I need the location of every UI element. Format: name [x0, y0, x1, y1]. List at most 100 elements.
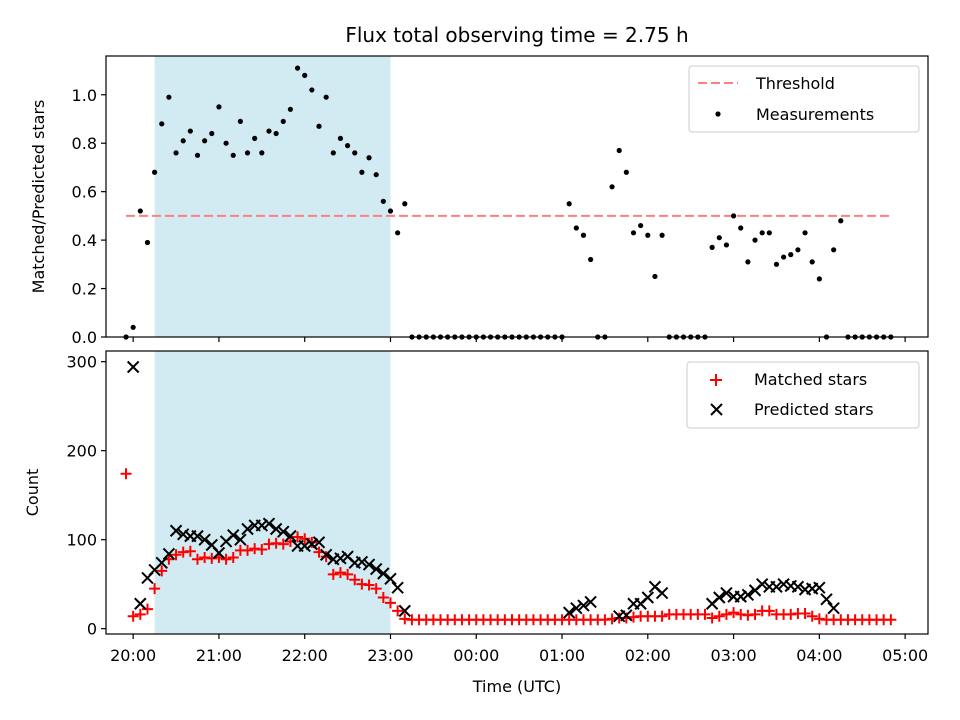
measurement-point [652, 273, 658, 280]
predicted-star-point [362, 558, 376, 571]
predicted-star-point [305, 537, 319, 551]
measurement-point [216, 104, 222, 110]
measurement-point [566, 201, 572, 207]
bottom-legend: Matched stars Predicted stars [686, 361, 920, 429]
measurement-point [387, 208, 394, 214]
measurement-point [802, 230, 808, 236]
measurement-point [166, 94, 172, 100]
predicted-star-point [334, 552, 347, 565]
matched-star-point [377, 592, 389, 604]
x-tick-label: 05:00 [882, 646, 928, 665]
y-tick-label: 0 [87, 620, 97, 639]
predicted-star-point [369, 562, 383, 576]
predicted-star-point [134, 597, 147, 610]
predicted-star-point [791, 580, 805, 594]
matched-star-point [699, 608, 711, 620]
measurement-point [395, 230, 401, 236]
x-tick-label: 22:00 [282, 646, 328, 665]
predicted-star-point [641, 591, 655, 604]
top-y-ticks: 0.0 0.2 0.4 0.6 0.8 1.0 [72, 86, 106, 347]
measurement-point [580, 232, 587, 238]
predicted-star-point [741, 588, 755, 602]
measurement-point [273, 130, 279, 137]
matched-star-point [184, 545, 196, 557]
measurement-point [223, 140, 229, 146]
predicted-star-point [155, 556, 168, 570]
matched-star-point [885, 614, 897, 626]
matched-star-point [728, 607, 740, 619]
predicted-star-point [191, 529, 204, 543]
measurement-point [773, 261, 780, 267]
measurement-point [623, 169, 629, 175]
predicted-star-point [734, 590, 747, 603]
measurement-point [202, 138, 208, 144]
measurement-point [795, 247, 801, 253]
measurement-point [630, 230, 637, 236]
predicted-star-point [770, 580, 783, 594]
bottom-y-axis-label: Count [23, 469, 42, 517]
measurement-point [316, 123, 322, 129]
matched-star-point [392, 605, 404, 617]
matched-star-point [656, 610, 668, 622]
top-legend: Threshold Measurements [688, 65, 920, 133]
matched-star-point [349, 574, 361, 586]
predicted-star-point [655, 586, 669, 600]
measurement-point [159, 121, 165, 127]
legend-threshold-label: Threshold [755, 74, 835, 93]
y-tick-label: 100 [66, 531, 97, 550]
predicted-star-point [570, 601, 583, 615]
matched-star-point [170, 549, 182, 561]
measurement-point [380, 198, 386, 204]
top-x-ticks [132, 337, 906, 342]
measurement-point [609, 184, 615, 190]
measurement-point [266, 128, 272, 134]
measurement-point [252, 135, 258, 141]
matched-star-point [292, 531, 304, 543]
measurement-point [809, 259, 815, 265]
x-tick-label: 21:00 [196, 646, 242, 665]
legend-predicted-label: Predicted stars [754, 400, 874, 419]
measurement-point [659, 232, 665, 238]
measurement-point [130, 324, 136, 330]
measurement-point [287, 106, 294, 112]
measurement-point [709, 244, 715, 250]
measurement-point [294, 65, 301, 71]
measurement-point [323, 94, 329, 100]
predicted-star-point [755, 577, 769, 591]
legend-measurements-label: Measurements [756, 105, 874, 124]
measurement-point [194, 152, 201, 158]
matched-star-point [141, 603, 153, 615]
x-tick-label: 23:00 [367, 646, 413, 665]
matched-star-point [806, 610, 818, 622]
matched-star-point [799, 608, 811, 620]
measurement-point [173, 150, 179, 156]
measurement-point [280, 118, 286, 125]
measurement-point [730, 213, 737, 219]
y-tick-label: 0.8 [72, 134, 97, 153]
measurement-point [344, 143, 351, 149]
predicted-star-point [269, 522, 283, 536]
measurement-point [645, 232, 651, 238]
predicted-star-point [384, 572, 397, 586]
measurement-point [187, 128, 193, 134]
matched-star-point [342, 568, 354, 580]
top-axes-frame [105, 55, 929, 338]
measurement-point [352, 150, 358, 156]
y-tick-label: 0.6 [72, 183, 97, 202]
predicted-star-point [562, 606, 576, 619]
top-panel: 0.0 0.2 0.4 0.6 0.8 1.0 Flux total observing … [29, 23, 929, 347]
y-tick-label: 300 [66, 353, 97, 372]
matched-star-point [299, 533, 311, 545]
measurement-point [366, 155, 372, 161]
measurement-point [180, 138, 186, 144]
predicted-star-point [198, 533, 211, 546]
matched-star-point [763, 605, 775, 617]
matched-star-point [370, 583, 382, 595]
matched-star-point [191, 553, 203, 565]
x-tick-label: 00:00 [453, 646, 499, 665]
measurement-point [638, 222, 644, 229]
y-tick-label: 0.4 [72, 231, 97, 250]
x-tick-label: 04:00 [796, 646, 842, 665]
predicted-star-point [398, 604, 411, 618]
matched-star-point [706, 612, 718, 624]
